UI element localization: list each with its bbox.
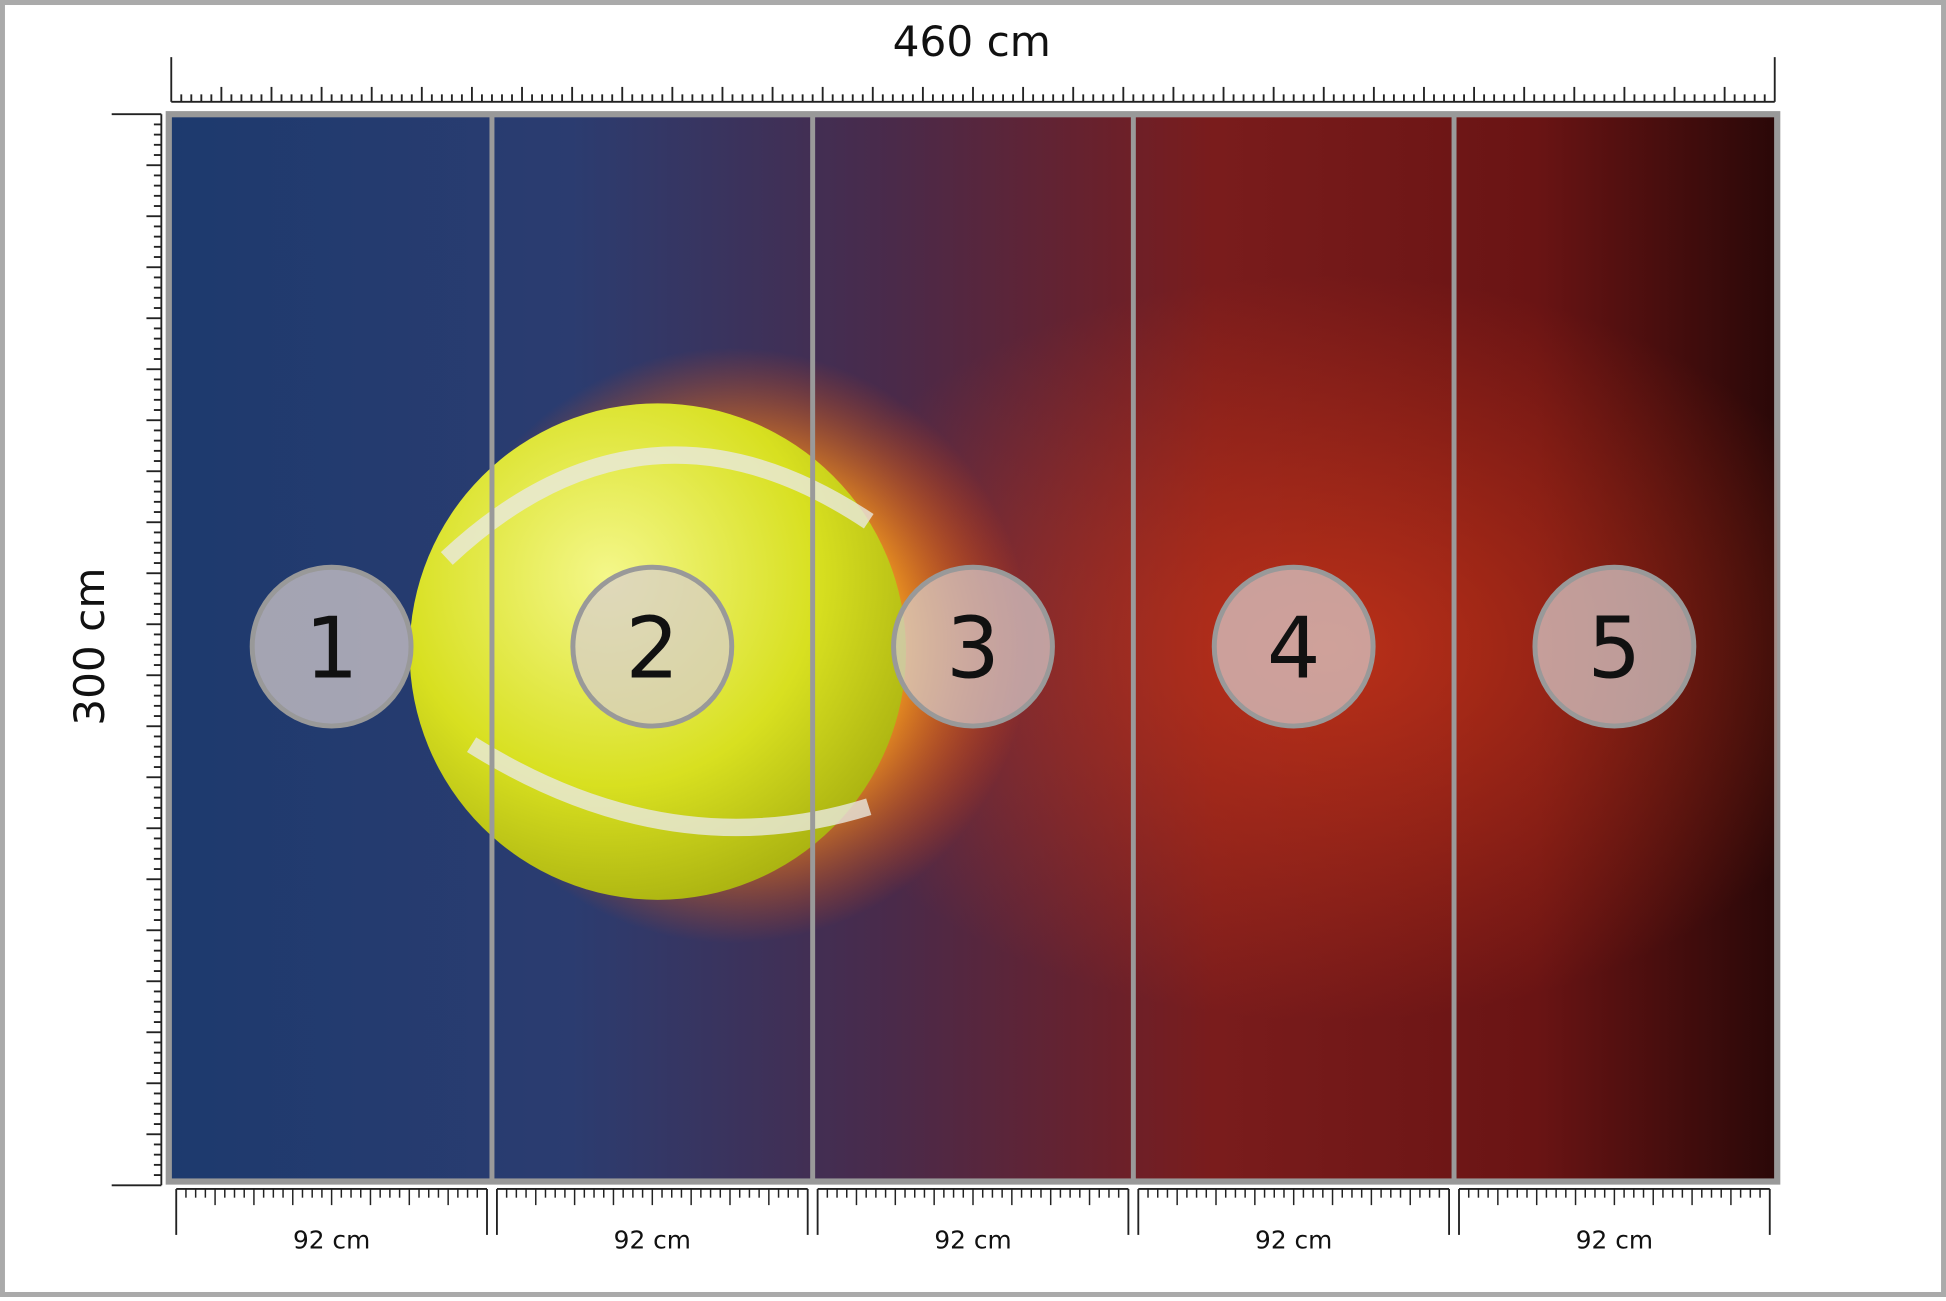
image-ball-seam [440, 446, 874, 837]
panel-width-label: 92 cm [614, 1226, 691, 1255]
rulers [111, 57, 1776, 1187]
panel-badge [249, 564, 414, 729]
panel-badge [891, 564, 1055, 729]
panel-badge [1532, 564, 1697, 729]
panel-number: 3 [946, 600, 1000, 698]
panel-number: 1 [305, 600, 359, 698]
panel-number: 2 [625, 600, 679, 698]
panel-number: 4 [1267, 600, 1321, 698]
height-label: 300 cm [65, 568, 114, 726]
panel-width-label: 92 cm [1576, 1226, 1653, 1255]
panel-badge [1211, 564, 1376, 729]
panel-number: 5 [1588, 600, 1642, 698]
panel-width-label: 92 cm [293, 1226, 370, 1255]
panel-badge [570, 564, 735, 729]
panel-width-label: 92 cm [1255, 1226, 1332, 1255]
panel-width-label: 92 cm [934, 1226, 1011, 1255]
width-label: 460 cm [893, 17, 1051, 66]
